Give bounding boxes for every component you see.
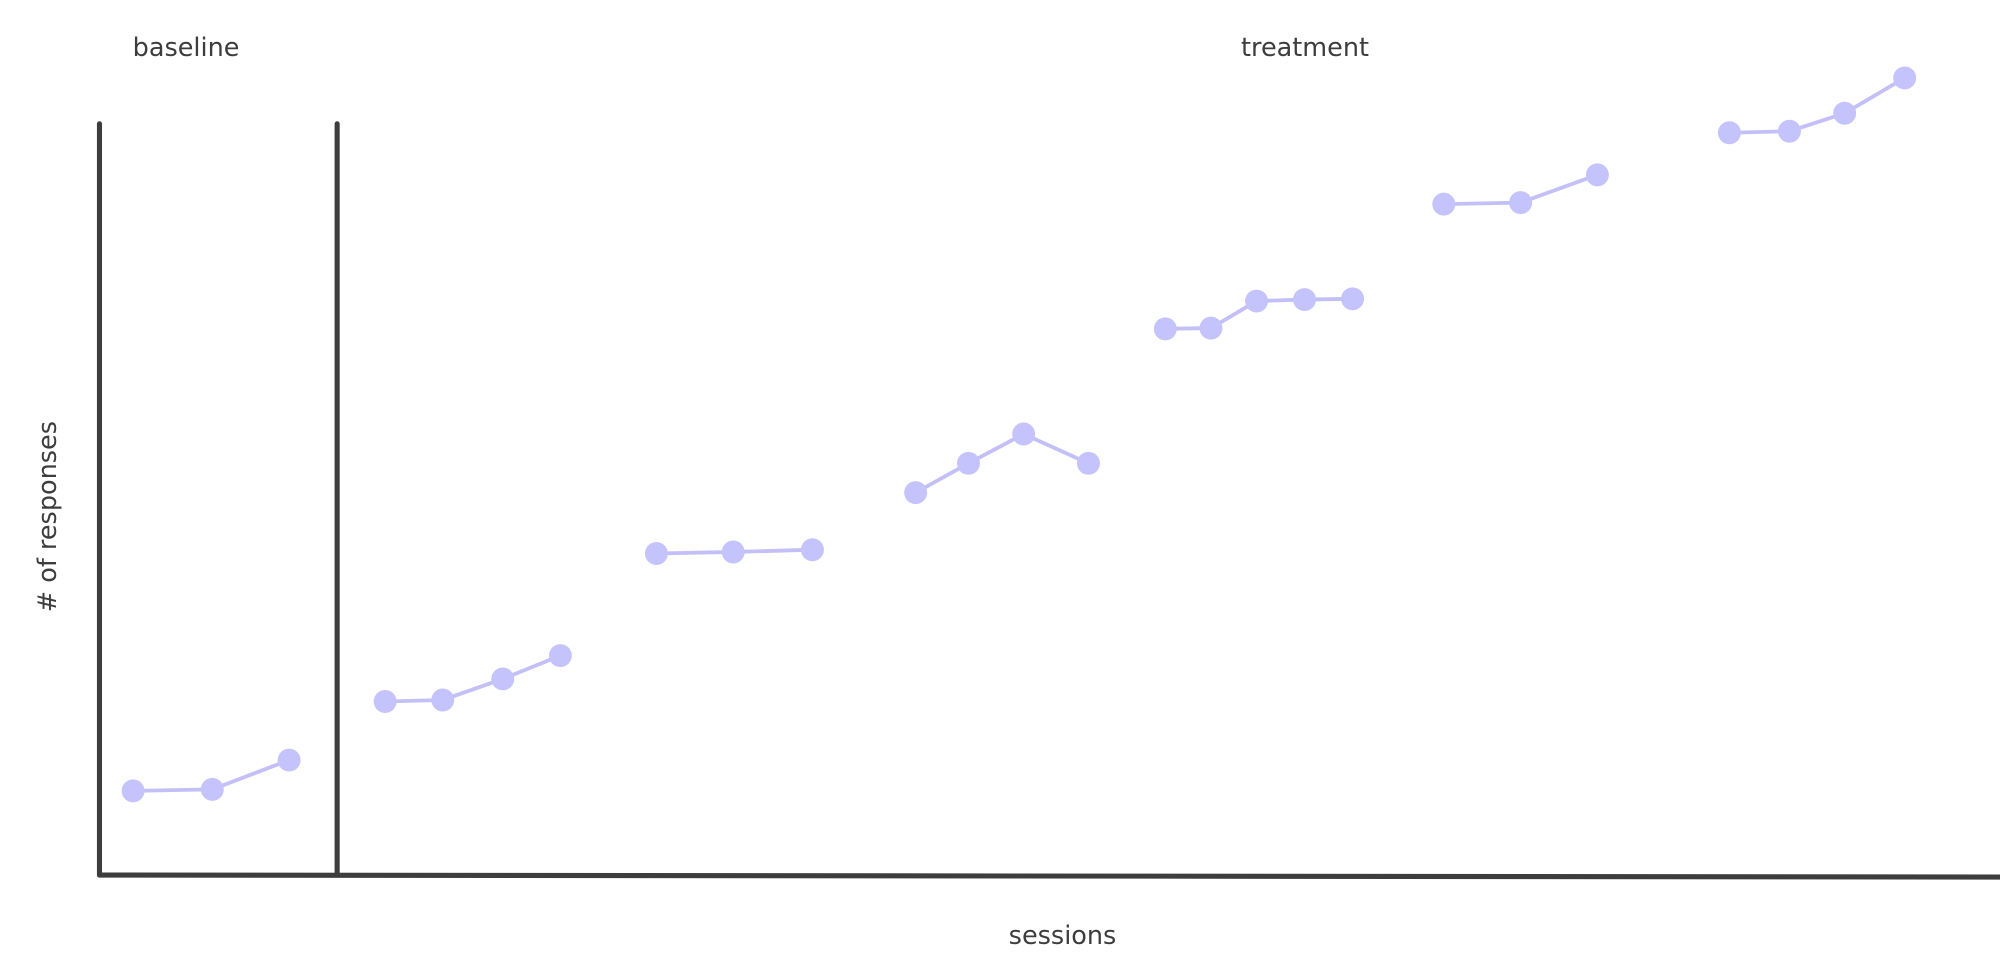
data-point — [548, 644, 572, 668]
data-point — [277, 748, 301, 772]
data-point — [200, 777, 224, 801]
axes — [96, 121, 2000, 880]
data-point — [1293, 288, 1317, 312]
marks — [121, 66, 1917, 803]
data-point — [1012, 422, 1036, 446]
data-point — [956, 451, 980, 475]
data-point — [431, 688, 455, 712]
data-point — [373, 689, 397, 713]
data-point — [1893, 66, 1917, 90]
series-line-7 — [1729, 76, 1906, 135]
data-point — [904, 481, 928, 505]
data-point — [1717, 121, 1741, 145]
x-axis — [96, 872, 2000, 880]
data-point — [1153, 317, 1177, 341]
data-point — [1341, 287, 1365, 311]
series-line-4 — [914, 431, 1090, 495]
data-point — [1077, 451, 1100, 475]
data-point — [1585, 163, 1609, 187]
data-point — [1199, 316, 1223, 340]
phase-label-baseline: baseline — [133, 33, 240, 63]
data-point — [1509, 191, 1533, 215]
data-point — [721, 540, 745, 564]
data-point — [121, 779, 145, 803]
data-point — [644, 541, 668, 565]
y-axis-label: # of responses — [33, 421, 63, 612]
data-point — [1432, 192, 1456, 216]
data-point — [1777, 119, 1801, 143]
data-point — [491, 667, 515, 691]
x-axis-label: sessions — [1009, 921, 1117, 951]
data-point — [1833, 101, 1857, 125]
data-point — [1245, 289, 1269, 313]
data-point — [800, 538, 824, 562]
phase-label-treatment: treatment — [1241, 33, 1369, 63]
series-line-2 — [385, 653, 562, 704]
